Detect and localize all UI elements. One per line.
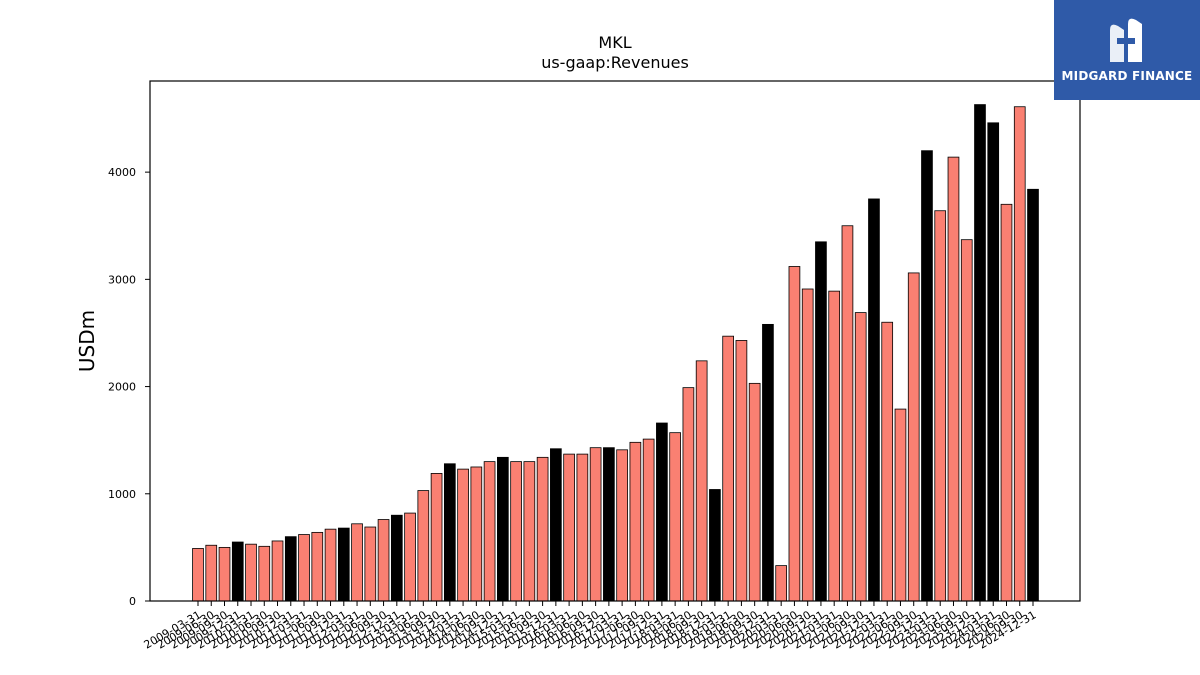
bar-2019-06-30 bbox=[735, 340, 748, 602]
chart-title: MKL bbox=[598, 33, 631, 52]
bar-2022-09-30 bbox=[907, 272, 920, 602]
logo-text: MIDGARD FINANCE bbox=[1061, 69, 1193, 83]
y-tick-label: 3000 bbox=[108, 273, 136, 286]
bar-2010-06-30 bbox=[258, 545, 271, 602]
bar-2018-03-31 bbox=[669, 432, 681, 602]
chart-subtitle: us-gaap:Revenues bbox=[541, 53, 689, 72]
bar-2016-06-30 bbox=[576, 453, 589, 602]
bar-2014-06-30 bbox=[470, 466, 483, 602]
bar-2010-12-31 bbox=[284, 536, 297, 602]
bar-2009-06-30 bbox=[205, 544, 218, 602]
bar-2016-03-31 bbox=[563, 453, 575, 602]
bar-2020-12-31 bbox=[815, 241, 827, 602]
bar-2013-12-31 bbox=[443, 463, 456, 602]
bar-2009-09-30 bbox=[218, 546, 231, 602]
bar-2023-09-30 bbox=[960, 239, 973, 602]
midgard-finance-logo: MIDGARD FINANCE bbox=[1054, 0, 1200, 100]
bar-2015-03-31 bbox=[510, 461, 522, 602]
bar-2017-03-31 bbox=[616, 449, 628, 602]
bar-2017-12-31 bbox=[656, 422, 668, 602]
bar-2022-12-31 bbox=[921, 150, 933, 602]
bar-2012-12-31 bbox=[390, 514, 403, 602]
bar-2023-06-30 bbox=[947, 156, 960, 602]
bar-2023-12-31 bbox=[974, 104, 986, 602]
y-axis-label: USDm bbox=[75, 310, 99, 372]
y-tick-label: 0 bbox=[129, 595, 136, 608]
midgard-m-logo-icon bbox=[1110, 18, 1142, 63]
bar-2017-06-30 bbox=[629, 441, 642, 602]
bar-2020-09-30 bbox=[801, 288, 814, 602]
bar-2012-03-31 bbox=[351, 523, 363, 602]
bar-2011-06-30 bbox=[311, 531, 324, 602]
plot-frame bbox=[149, 80, 1081, 602]
bar-2022-03-31 bbox=[881, 321, 894, 602]
bar-2010-03-31 bbox=[245, 543, 257, 602]
bar-2011-09-30 bbox=[324, 528, 337, 602]
bar-2024-09-30 bbox=[1013, 106, 1026, 602]
bar-2021-09-30 bbox=[854, 312, 867, 602]
bar-2011-03-31 bbox=[298, 534, 310, 602]
bar-2013-09-30 bbox=[430, 473, 443, 602]
bar-2018-09-30 bbox=[695, 360, 708, 602]
bar-2019-03-31 bbox=[722, 335, 734, 602]
bar-2021-03-31 bbox=[828, 290, 841, 602]
bar-2013-03-31 bbox=[404, 512, 416, 602]
bar-2019-09-30 bbox=[748, 382, 761, 602]
bar-2009-12-31 bbox=[231, 541, 244, 602]
bar-2016-09-30 bbox=[589, 447, 602, 602]
bar-2021-06-30 bbox=[841, 225, 854, 602]
bar-2018-12-31 bbox=[709, 489, 721, 602]
bar-2024-12-31 bbox=[1027, 188, 1039, 602]
bar-2020-06-30 bbox=[788, 266, 801, 602]
x-ticks-group: 2009-03-312009-06-302009-09-302009-12-31… bbox=[142, 601, 1039, 652]
bar-2015-06-30 bbox=[523, 461, 536, 602]
bar-2013-06-30 bbox=[417, 490, 430, 602]
bar-2024-06-30 bbox=[1000, 203, 1013, 602]
y-tick-label: 4000 bbox=[108, 166, 136, 179]
bar-2010-09-30 bbox=[271, 540, 284, 602]
bar-2022-06-30 bbox=[894, 408, 907, 602]
y-tick-label: 1000 bbox=[108, 488, 136, 501]
bar-2018-06-30 bbox=[682, 387, 695, 602]
bar-2012-06-30 bbox=[364, 526, 377, 602]
bar-2012-09-30 bbox=[377, 519, 390, 602]
bar-2014-12-31 bbox=[497, 456, 509, 602]
bar-2014-09-30 bbox=[483, 461, 496, 602]
bar-2015-09-30 bbox=[536, 456, 549, 602]
bar-2009-03-31 bbox=[192, 548, 204, 602]
bar-2023-03-31 bbox=[934, 210, 947, 602]
bar-2019-12-31 bbox=[762, 323, 774, 602]
bar-2021-12-31 bbox=[868, 198, 880, 602]
bar-2011-12-31 bbox=[337, 527, 350, 602]
bar-2014-03-31 bbox=[457, 468, 469, 602]
y-ticks-group: 0 1000 2000 3000 4000 bbox=[108, 166, 150, 608]
bar-2015-12-31 bbox=[550, 448, 562, 602]
bar-2017-09-30 bbox=[642, 438, 655, 602]
bar-2016-12-31 bbox=[603, 447, 615, 602]
bar-2024-03-31 bbox=[987, 122, 1000, 602]
bars-group bbox=[192, 104, 1039, 602]
bar-2020-03-31 bbox=[775, 565, 788, 602]
y-tick-label: 2000 bbox=[108, 381, 136, 394]
